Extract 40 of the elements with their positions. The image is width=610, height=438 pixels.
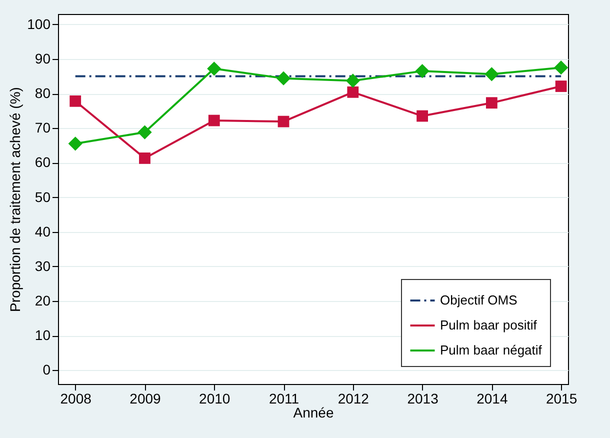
x-tick-label: 2012 — [338, 390, 370, 406]
point — [278, 116, 290, 128]
y-tick-label: 100 — [27, 16, 51, 32]
y-tick-label: 20 — [34, 292, 51, 309]
x-tick-label: 2008 — [60, 390, 92, 406]
y-tick-label: 60 — [34, 154, 51, 170]
x-tick-label: 2015 — [546, 390, 578, 406]
point — [416, 110, 428, 122]
point — [486, 97, 498, 109]
point — [139, 152, 150, 164]
legend-label: Pulm baar négatif — [440, 342, 542, 358]
point — [415, 64, 430, 78]
point — [68, 136, 82, 151]
x-tick-label: 2013 — [407, 390, 439, 406]
point — [208, 114, 220, 126]
y-tick-label: 50 — [34, 188, 51, 205]
legend-label: Objectif OMS — [440, 292, 518, 308]
point — [554, 60, 568, 75]
x-tick-label: 2014 — [476, 390, 508, 406]
point — [276, 71, 291, 86]
y-tick-label: 40 — [34, 223, 51, 240]
y-tick-label: 80 — [34, 85, 51, 102]
x-tick-label: 2010 — [199, 390, 230, 406]
y-tick-label: 70 — [34, 120, 51, 136]
y-tick-label: 10 — [34, 327, 51, 344]
x-tick-label: 2011 — [268, 390, 300, 406]
legend-label: Pulm baar positif — [440, 318, 538, 332]
point — [347, 86, 359, 98]
point — [207, 62, 222, 76]
y-tick-label: 30 — [34, 258, 51, 274]
y-axis-title: Proportion de traitement achevé (%) — [7, 87, 24, 312]
point — [138, 125, 152, 140]
point — [484, 67, 499, 82]
point — [555, 80, 567, 92]
point — [70, 95, 82, 107]
point — [346, 74, 360, 88]
x-axis-title: Année — [293, 404, 334, 420]
x-tick-label: 2009 — [130, 390, 162, 406]
y-tick-label: 90 — [34, 50, 51, 66]
y-tick-label: 0 — [42, 362, 51, 378]
